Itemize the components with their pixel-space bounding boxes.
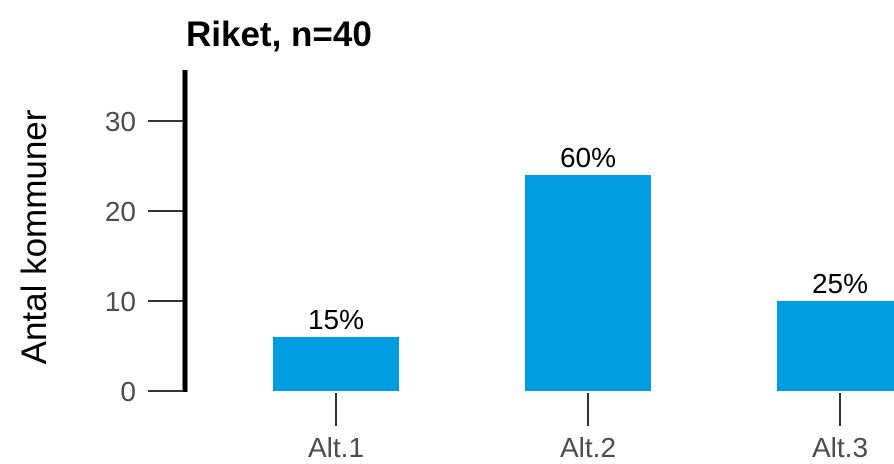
- bar: [273, 337, 399, 391]
- y-tick-label: 0: [120, 376, 136, 407]
- bar: [525, 175, 651, 391]
- chart-title: Riket, n=40: [186, 15, 372, 54]
- bar: [777, 301, 894, 391]
- x-tick-label: Alt.1: [308, 432, 364, 463]
- bar-data-label: 60%: [560, 142, 616, 173]
- y-axis-ticks: 0 10 20 30: [105, 106, 183, 407]
- y-tick-label: 10: [105, 286, 136, 317]
- bar-data-label: 25%: [812, 268, 868, 299]
- x-tick-label: Alt.3: [812, 432, 868, 463]
- x-axis-ticks: Alt.1 Alt.2 Alt.3: [308, 393, 868, 463]
- y-tick-label: 20: [105, 196, 136, 227]
- x-tick-label: Alt.2: [560, 432, 616, 463]
- y-tick-label: 30: [105, 106, 136, 137]
- bars-group: 15% 60% 25%: [273, 142, 894, 391]
- bar-data-label: 15%: [308, 304, 364, 335]
- y-axis-label: Antal kommuner: [15, 109, 54, 364]
